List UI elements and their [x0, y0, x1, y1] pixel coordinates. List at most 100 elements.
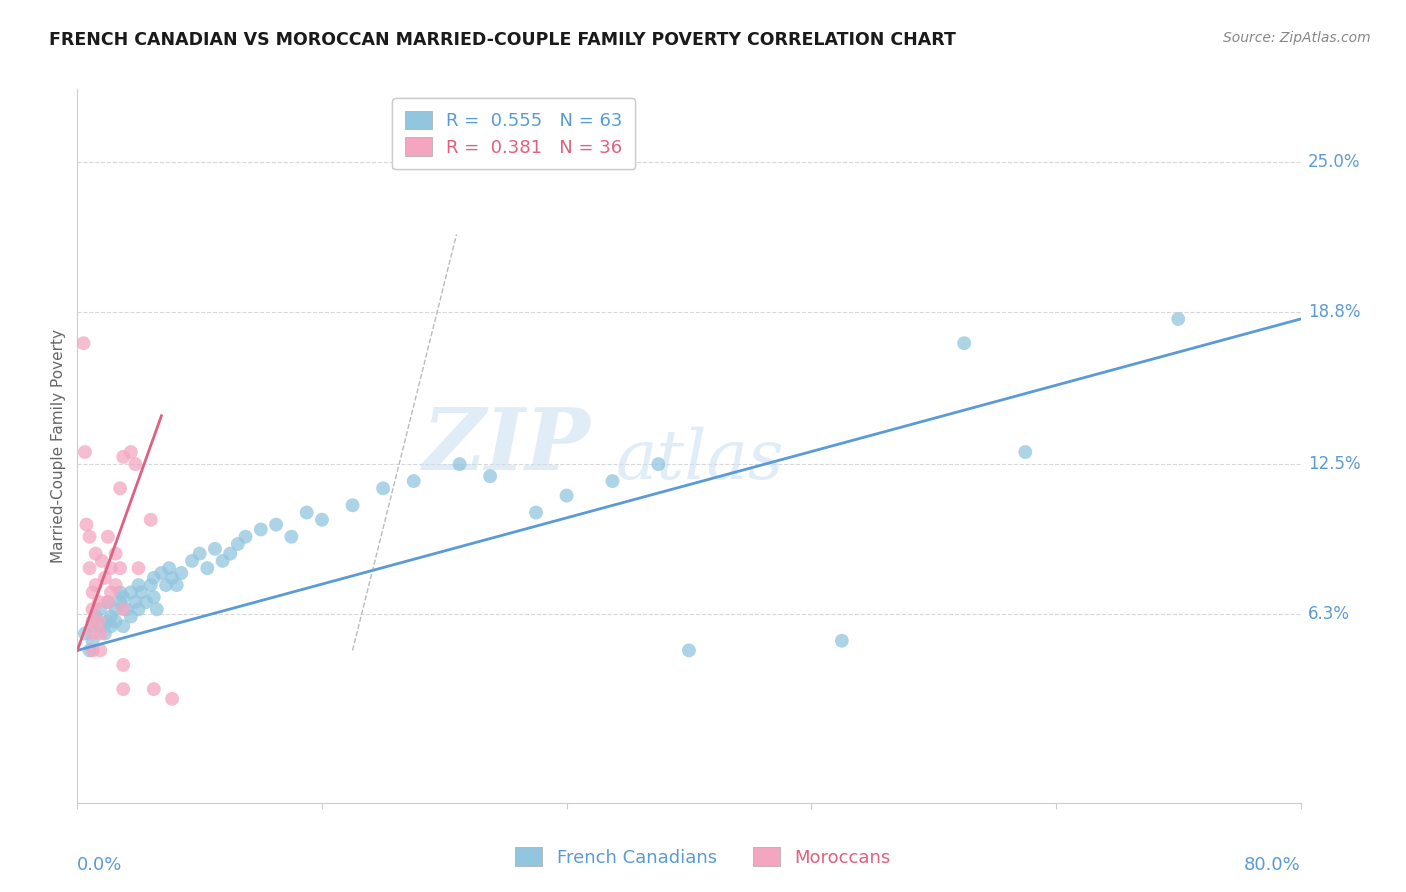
Text: 18.8%: 18.8%	[1308, 302, 1361, 321]
Point	[219, 547, 242, 561]
Point	[124, 457, 146, 471]
Point	[953, 336, 976, 351]
Point	[250, 523, 273, 537]
Point	[112, 619, 135, 633]
Point	[204, 541, 226, 556]
Point	[264, 517, 287, 532]
Text: atlas: atlas	[616, 427, 785, 493]
Point	[108, 561, 131, 575]
Point	[82, 619, 104, 633]
Point	[76, 517, 98, 532]
Point	[84, 578, 107, 592]
Point	[127, 578, 149, 592]
Point	[402, 474, 425, 488]
Point	[342, 498, 364, 512]
Point	[89, 619, 111, 633]
Point	[94, 626, 117, 640]
Point	[112, 450, 135, 464]
Point	[131, 585, 153, 599]
Point	[127, 602, 149, 616]
Point	[97, 530, 120, 544]
Point	[100, 585, 122, 599]
Point	[139, 578, 162, 592]
Point	[90, 554, 112, 568]
Point	[195, 561, 218, 575]
Point	[79, 530, 101, 544]
Point	[82, 643, 104, 657]
Point	[181, 554, 204, 568]
Point	[72, 336, 94, 351]
Text: FRENCH CANADIAN VS MOROCCAN MARRIED-COUPLE FAMILY POVERTY CORRELATION CHART: FRENCH CANADIAN VS MOROCCAN MARRIED-COUP…	[49, 31, 956, 49]
Point	[87, 615, 110, 629]
Point	[1167, 312, 1189, 326]
Point	[226, 537, 249, 551]
Point	[82, 585, 104, 599]
Point	[120, 609, 142, 624]
Point	[831, 633, 853, 648]
Point	[449, 457, 471, 471]
Point	[89, 602, 111, 616]
Text: Source: ZipAtlas.com: Source: ZipAtlas.com	[1223, 31, 1371, 45]
Point	[104, 547, 127, 561]
Point	[135, 595, 157, 609]
Point	[295, 506, 318, 520]
Point	[524, 506, 547, 520]
Point	[160, 691, 183, 706]
Point	[97, 595, 120, 609]
Point	[108, 481, 131, 495]
Point	[100, 561, 122, 575]
Text: 0.0%: 0.0%	[77, 856, 122, 874]
Point	[647, 457, 669, 471]
Point	[150, 566, 173, 580]
Point	[211, 554, 233, 568]
Point	[89, 643, 111, 657]
Text: 12.5%: 12.5%	[1308, 455, 1361, 473]
Point	[170, 566, 193, 580]
Point	[108, 585, 131, 599]
Point	[142, 682, 165, 697]
Point	[84, 609, 107, 624]
Point	[89, 626, 111, 640]
Text: 25.0%: 25.0%	[1308, 153, 1361, 170]
Legend: R =  0.555   N = 63, R =  0.381   N = 36: R = 0.555 N = 63, R = 0.381 N = 36	[392, 98, 636, 169]
Text: 80.0%: 80.0%	[1244, 856, 1301, 874]
Point	[166, 578, 188, 592]
Point	[84, 547, 107, 561]
Point	[120, 585, 142, 599]
Point	[112, 590, 135, 604]
Point	[1014, 445, 1036, 459]
Point	[94, 571, 117, 585]
Point	[479, 469, 502, 483]
Point	[142, 571, 165, 585]
Point	[82, 633, 104, 648]
Legend: French Canadians, Moroccans: French Canadians, Moroccans	[508, 840, 898, 874]
Point	[280, 530, 302, 544]
Point	[160, 571, 183, 585]
Point	[115, 602, 138, 616]
Point	[602, 474, 624, 488]
Point	[678, 643, 700, 657]
Point	[146, 602, 169, 616]
Point	[235, 530, 257, 544]
Point	[104, 602, 127, 616]
Point	[73, 445, 96, 459]
Point	[104, 578, 127, 592]
Point	[112, 657, 135, 672]
Point	[112, 602, 135, 616]
Text: 6.3%: 6.3%	[1308, 605, 1350, 624]
Point	[100, 619, 122, 633]
Point	[104, 615, 127, 629]
Point	[124, 595, 146, 609]
Point	[82, 615, 104, 629]
Point	[112, 682, 135, 697]
Point	[97, 595, 120, 609]
Y-axis label: Married-Couple Family Poverty: Married-Couple Family Poverty	[51, 329, 66, 563]
Point	[87, 595, 110, 609]
Point	[73, 626, 96, 640]
Point	[79, 643, 101, 657]
Point	[108, 595, 131, 609]
Point	[142, 590, 165, 604]
Point	[555, 489, 578, 503]
Point	[82, 602, 104, 616]
Point	[127, 561, 149, 575]
